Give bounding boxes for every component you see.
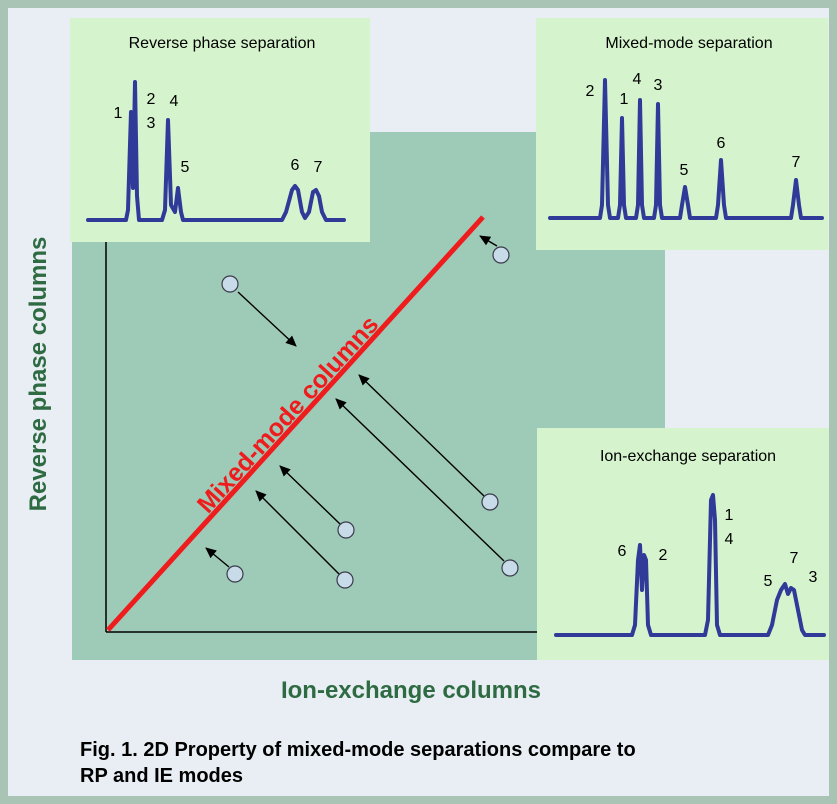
peak-label: 3 — [147, 115, 156, 132]
peak-label: 4 — [633, 71, 642, 88]
chromatogram-trace — [86, 80, 346, 222]
shift-arrow — [221, 275, 297, 347]
peak-label: 4 — [725, 531, 734, 548]
inset-title: Mixed-mode separation — [605, 35, 772, 52]
peak-label: 1 — [725, 507, 734, 524]
shift-arrow — [255, 490, 354, 589]
peak-label: 5 — [181, 159, 190, 176]
compound-circle — [337, 521, 355, 539]
peak-label: 7 — [790, 550, 799, 567]
compound-circle — [336, 571, 354, 589]
peak-label: 1 — [620, 91, 629, 108]
x-axis-title: Ion-exchange columns — [281, 677, 541, 704]
chromatogram-trace — [554, 493, 826, 637]
shift-arrow — [358, 374, 499, 511]
peak-label: 2 — [659, 547, 668, 564]
compound-circle — [492, 246, 510, 264]
compound-circle — [481, 493, 499, 511]
peak-label: 7 — [314, 159, 323, 176]
figure-caption-line-1: Fig. 1. 2D Property of mixed-mode separa… — [80, 739, 636, 761]
y-axis-title: Reverse phase columns — [25, 237, 52, 512]
peak-label: 6 — [618, 543, 627, 560]
inset-title: Ion-exchange separation — [600, 448, 776, 465]
reverse-phase-inset: Reverse phase separation 1 2 3 4 5 6 7 — [70, 18, 370, 242]
peak-label: 2 — [147, 91, 156, 108]
peak-label: 4 — [170, 93, 179, 110]
peak-label: 6 — [291, 157, 300, 174]
ion-exchange-inset: Ion-exchange separation 6 2 1 4 5 7 3 — [537, 428, 829, 660]
peak-label: 5 — [764, 573, 773, 590]
peak-label: 6 — [717, 135, 726, 152]
mixed-mode-diagonal-line — [106, 215, 485, 632]
shift-arrow — [335, 398, 519, 577]
inset-panel — [537, 428, 829, 660]
chromatogram-trace — [548, 78, 824, 220]
peak-label: 3 — [809, 569, 818, 586]
inset-title: Reverse phase separation — [129, 35, 316, 52]
peak-label: 7 — [792, 154, 801, 171]
compound-circle — [226, 565, 244, 583]
mixed-mode-inset: Mixed-mode separation 2 1 4 3 5 6 7 — [536, 18, 828, 250]
peak-label: 2 — [586, 83, 595, 100]
peak-label: 3 — [654, 77, 663, 94]
compound-circle — [221, 275, 239, 293]
compound-circle — [501, 559, 519, 577]
peak-label: 1 — [114, 105, 123, 122]
peak-label: 5 — [680, 162, 689, 179]
figure-caption-line-2: RP and IE modes — [80, 765, 243, 787]
shift-arrow — [479, 235, 510, 264]
shift-arrow — [205, 547, 244, 583]
shift-arrow — [279, 465, 355, 539]
